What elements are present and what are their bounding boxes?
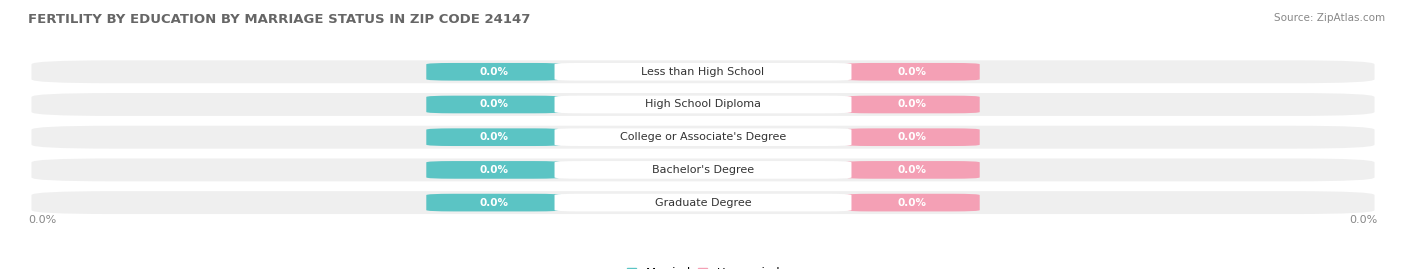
- FancyBboxPatch shape: [426, 96, 561, 113]
- FancyBboxPatch shape: [554, 63, 852, 81]
- FancyBboxPatch shape: [845, 96, 980, 113]
- FancyBboxPatch shape: [31, 126, 1375, 149]
- Text: 0.0%: 0.0%: [897, 67, 927, 77]
- FancyBboxPatch shape: [426, 161, 561, 179]
- FancyBboxPatch shape: [845, 194, 980, 211]
- Text: Source: ZipAtlas.com: Source: ZipAtlas.com: [1274, 13, 1385, 23]
- Text: FERTILITY BY EDUCATION BY MARRIAGE STATUS IN ZIP CODE 24147: FERTILITY BY EDUCATION BY MARRIAGE STATU…: [28, 13, 530, 26]
- Text: 0.0%: 0.0%: [479, 100, 509, 109]
- FancyBboxPatch shape: [426, 63, 561, 81]
- Text: 0.0%: 0.0%: [897, 132, 927, 142]
- Text: 0.0%: 0.0%: [897, 198, 927, 208]
- Text: College or Associate's Degree: College or Associate's Degree: [620, 132, 786, 142]
- FancyBboxPatch shape: [554, 194, 852, 211]
- FancyBboxPatch shape: [554, 161, 852, 179]
- Text: 0.0%: 0.0%: [479, 165, 509, 175]
- FancyBboxPatch shape: [426, 128, 561, 146]
- FancyBboxPatch shape: [554, 96, 852, 113]
- FancyBboxPatch shape: [845, 128, 980, 146]
- FancyBboxPatch shape: [31, 60, 1375, 83]
- Text: 0.0%: 0.0%: [479, 67, 509, 77]
- FancyBboxPatch shape: [31, 191, 1375, 214]
- Text: 0.0%: 0.0%: [479, 198, 509, 208]
- FancyBboxPatch shape: [31, 158, 1375, 181]
- Text: Graduate Degree: Graduate Degree: [655, 198, 751, 208]
- FancyBboxPatch shape: [845, 63, 980, 81]
- Text: 0.0%: 0.0%: [479, 132, 509, 142]
- Text: Less than High School: Less than High School: [641, 67, 765, 77]
- Text: Bachelor's Degree: Bachelor's Degree: [652, 165, 754, 175]
- Text: 0.0%: 0.0%: [897, 165, 927, 175]
- Legend: Married, Unmarried: Married, Unmarried: [621, 262, 785, 269]
- FancyBboxPatch shape: [845, 161, 980, 179]
- FancyBboxPatch shape: [554, 128, 852, 146]
- Text: High School Diploma: High School Diploma: [645, 100, 761, 109]
- Text: 0.0%: 0.0%: [897, 100, 927, 109]
- FancyBboxPatch shape: [426, 194, 561, 211]
- Text: 0.0%: 0.0%: [28, 215, 56, 225]
- FancyBboxPatch shape: [31, 93, 1375, 116]
- Text: 0.0%: 0.0%: [1350, 215, 1378, 225]
